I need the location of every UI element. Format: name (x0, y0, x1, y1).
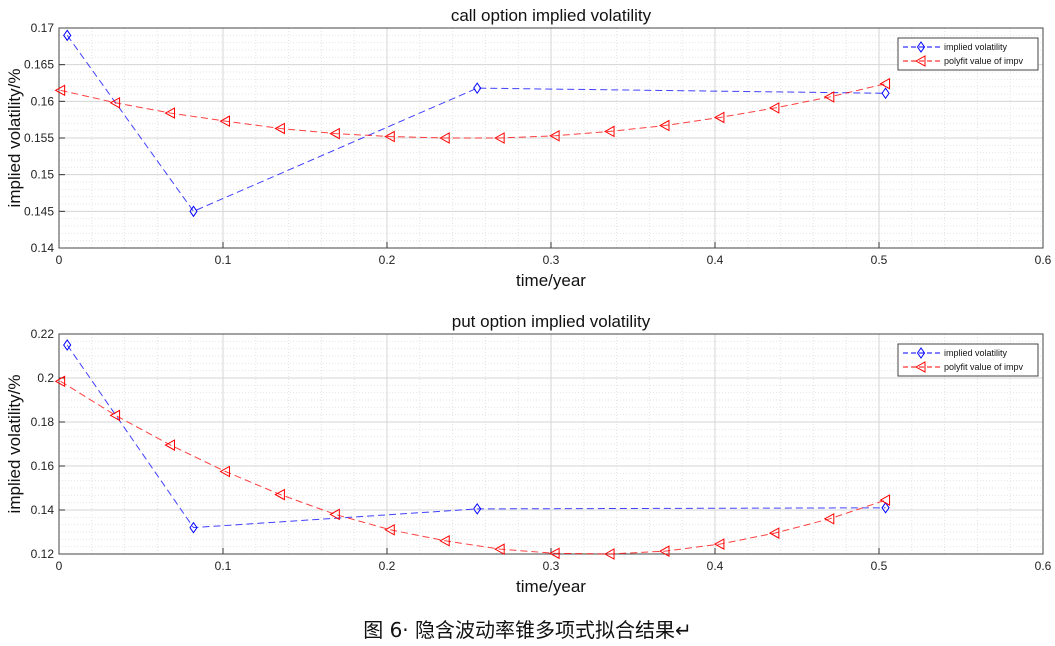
y-tick-label: 0.22 (31, 327, 55, 341)
subplot-1: 0 0.1 0.2 0.3 0.4 0.5 0.6 0.14 0.145 0.15 0.155 0.1… (5, 6, 1052, 290)
x-tick-label: 0.3 (543, 253, 560, 267)
legend: implied volatility polyfit value of impv (897, 37, 1039, 71)
diamond-marker (189, 205, 198, 218)
x-tick-label: 0.6 (1035, 559, 1052, 573)
triangle-left-marker (494, 543, 505, 556)
y-tick-label: 0.2 (37, 371, 54, 385)
triangle-left-marker (329, 127, 340, 140)
x-tick-label: 0.5 (871, 559, 888, 573)
triangle-left-marker (823, 512, 835, 525)
y-tick-label: 0.15 (31, 168, 55, 182)
triangle-left-marker (219, 115, 230, 127)
y-tick-label: 0.18 (31, 415, 55, 429)
subplot-2: 0 0.1 0.2 0.3 0.4 0.5 0.6 0.12 0.14 0.16 0.18 0.2 0.… (5, 312, 1052, 596)
triangle-left-marker (109, 409, 121, 422)
x-tick-label: 0.4 (707, 253, 724, 267)
y-tick-label: 0.16 (31, 459, 55, 473)
series-implied-volatility (63, 29, 890, 218)
x-tick-label: 0.6 (1035, 253, 1052, 267)
y-tick-label: 0.16 (31, 94, 55, 108)
x-axis-label: time/year (516, 577, 586, 596)
y-tick-label: 0.17 (31, 21, 55, 35)
x-axis-label: time/year (516, 271, 586, 290)
series-polyfit-value-of-impv (54, 375, 891, 560)
diamond-marker (916, 347, 926, 359)
y-axis-label: implied volatility/% (5, 69, 24, 208)
triangle-left-marker (384, 523, 395, 536)
triangle-left-marker (439, 534, 450, 547)
x-tick-label: 0 (56, 559, 63, 573)
series-line (66, 344, 886, 529)
triangle-left-marker (768, 527, 780, 539)
y-tick-label: 0.14 (31, 241, 55, 255)
x-tick-label: 0.1 (215, 253, 232, 267)
y-tick-label: 0.155 (24, 131, 54, 145)
triangle-left-marker (109, 96, 121, 109)
triangle-left-marker (604, 548, 615, 560)
triangle-left-marker (713, 538, 725, 550)
x-tick-label: 0.4 (707, 559, 724, 573)
series-polyfit-value-of-impv (54, 77, 891, 144)
chart-title: put option implied volatility (452, 312, 651, 331)
x-tick-label: 0.3 (543, 559, 560, 573)
triangle-left-marker (549, 547, 560, 560)
series-line (60, 83, 886, 139)
x-tick-label: 0 (56, 253, 63, 267)
diamond-marker (473, 82, 482, 95)
triangle-left-marker (384, 130, 395, 143)
x-tick-label: 0.2 (379, 253, 396, 267)
triangle-left-marker (54, 84, 66, 97)
triangle-left-marker (658, 119, 670, 132)
x-tick-label: 0.1 (215, 559, 232, 573)
diamond-marker (881, 501, 890, 514)
triangle-left-marker (879, 494, 891, 506)
triangle-left-marker (658, 545, 670, 557)
diamond-marker (189, 521, 198, 534)
triangle-left-marker (604, 125, 615, 138)
triangle-left-marker (713, 111, 725, 124)
y-tick-label: 0.145 (24, 204, 54, 218)
triangle-left-marker (914, 361, 926, 373)
y-tick-label: 0.165 (24, 58, 54, 72)
series-line (66, 35, 886, 212)
triangle-left-marker (274, 122, 285, 135)
diamond-marker (881, 87, 890, 100)
series-line (60, 380, 886, 555)
y-tick-label: 0.14 (31, 503, 55, 517)
chart-title: call option implied volatility (451, 6, 652, 25)
triangle-left-marker (54, 375, 66, 388)
axes-box (58, 27, 1044, 249)
triangle-left-marker (494, 132, 505, 144)
triangle-left-marker (823, 91, 835, 103)
triangle-left-marker (274, 488, 285, 501)
diamond-marker (473, 503, 482, 515)
triangle-left-marker (768, 102, 780, 114)
series-implied-volatility (63, 339, 890, 534)
y-axis-label: implied volatility/% (5, 375, 24, 514)
triangle-left-marker (879, 77, 891, 90)
triangle-left-marker (164, 107, 176, 119)
legend-label: implied volatility (944, 348, 1008, 358)
triangle-left-marker (219, 465, 230, 478)
legend-label: polyfit value of impv (944, 56, 1024, 66)
diamond-marker (63, 29, 72, 42)
triangle-left-marker (549, 129, 560, 142)
diamond-marker (916, 41, 926, 53)
figure-caption: 图 6· 隐含波动率锥多项式拟合结果↵ (363, 618, 692, 642)
triangle-left-marker (439, 132, 450, 144)
diamond-marker (63, 339, 72, 351)
triangle-left-marker (164, 439, 176, 451)
legend-label: implied volatility (944, 42, 1008, 52)
y-tick-label: 0.12 (31, 547, 55, 561)
x-tick-label: 0.5 (871, 253, 888, 267)
legend: implied volatility polyfit value of impv (897, 343, 1039, 377)
x-tick-label: 0.2 (379, 559, 396, 573)
legend-label: polyfit value of impv (944, 362, 1024, 372)
triangle-left-marker (914, 55, 926, 67)
triangle-left-marker (329, 508, 340, 521)
